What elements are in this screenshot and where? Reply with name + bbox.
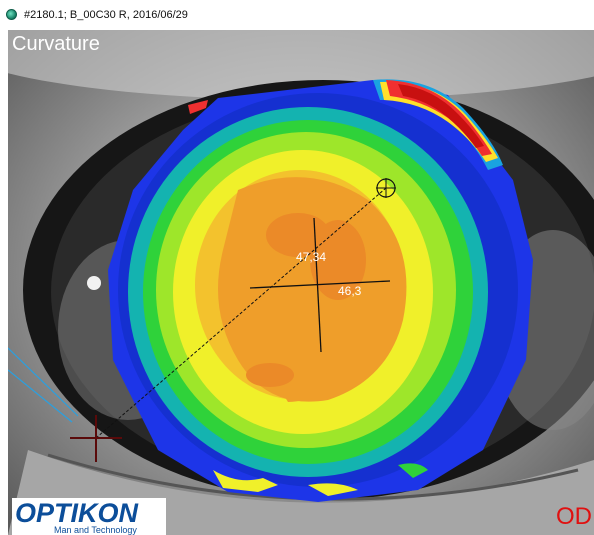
eye-side-label: OD [556,503,592,530]
k-steep-value: 47,34 [296,250,327,264]
app-icon [6,9,17,20]
map-type-label: Curvature [12,33,100,55]
title-bar: #2180.1; B_00C30 R, 2016/06/29 [0,0,594,28]
optikon-logo: OPTIKON Man and Technology [12,498,166,535]
window-title: #2180.1; B_00C30 R, 2016/06/29 [24,9,188,21]
logo-brand: OPTIKON [15,498,139,528]
curvature-map-viewport[interactable]: Curvature 47,34 46,3 OD OPTIKON Man and … [8,30,594,535]
pupil-center-icon[interactable] [70,415,122,462]
left-margin [0,28,8,535]
logo-tagline: Man and Technology [54,525,137,535]
apex-target-icon[interactable] [376,178,396,198]
eye-image [8,30,594,535]
k-flat-value: 46,3 [338,284,362,298]
